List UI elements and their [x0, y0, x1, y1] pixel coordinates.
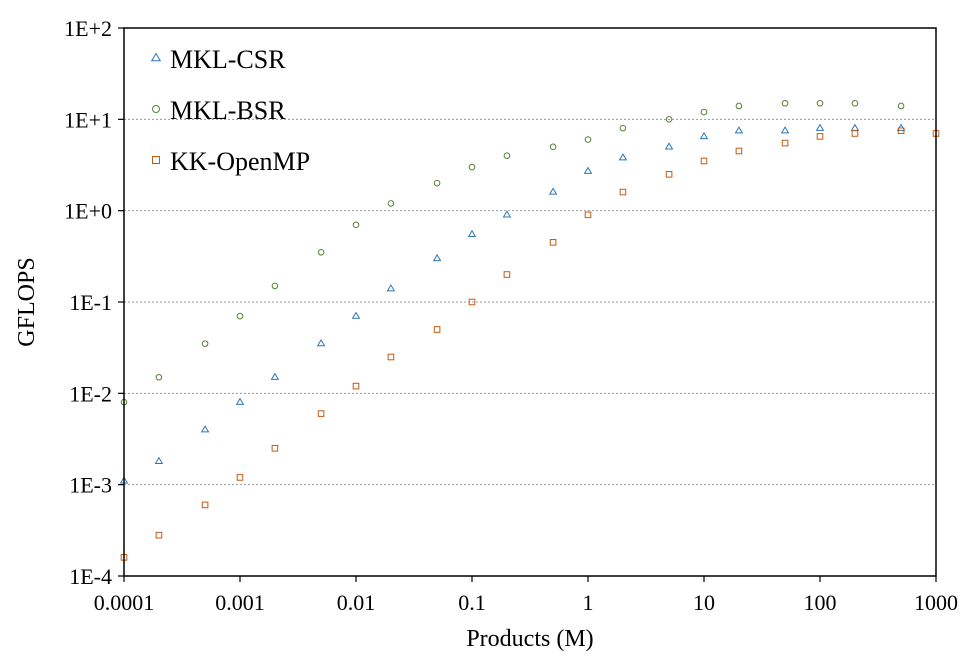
data-point [433, 326, 441, 333]
data-point [271, 282, 279, 290]
axis-ticks: 1E-4 1E-3 1E-2 1E-1 1E+0 1E+1 1E+2 0.0001 0.001 0… [64, 16, 958, 615]
data-point [548, 187, 558, 195]
data-point [503, 271, 511, 278]
series-kk-openmp [120, 127, 940, 561]
legend-marker [150, 52, 162, 62]
data-point [503, 152, 511, 159]
data-point [386, 284, 396, 292]
x-tick-label: 10 [693, 590, 715, 615]
data-point [549, 239, 557, 246]
data-point [468, 298, 476, 306]
series-mkl-bsr [120, 99, 905, 406]
data-point [780, 126, 790, 134]
y-tick-label: 1E-4 [69, 564, 112, 589]
data-point [665, 116, 673, 123]
y-tick-label: 1E-1 [69, 290, 112, 315]
x-tick-label: 0.0001 [94, 590, 155, 615]
data-point [664, 142, 674, 150]
data-point [433, 179, 441, 187]
data-point [432, 253, 442, 262]
data-point [352, 382, 360, 390]
y-tick-label: 1E-2 [69, 381, 112, 406]
data-point [235, 397, 245, 405]
data-point [584, 211, 592, 219]
data-point [851, 130, 859, 137]
x-tick-label: 1000 [914, 590, 958, 615]
legend-marker [152, 105, 160, 113]
legend-label: MKL-BSR [170, 96, 286, 125]
x-tick-label: 1 [583, 590, 594, 615]
y-tick-label: 1E+1 [64, 107, 112, 132]
legend-label: MKL-CSR [170, 45, 286, 74]
x-tick-label: 0.01 [337, 590, 376, 615]
data-point [583, 166, 593, 174]
x-tick-label: 0.001 [215, 590, 265, 615]
data-point [467, 229, 477, 238]
legend: MKL-CSR MKL-BSR KK-OpenMP [150, 45, 310, 176]
x-axis-label: Products (M) [466, 626, 593, 652]
data-point [699, 131, 709, 140]
y-axis-label: GFLOPS [14, 257, 40, 346]
data-point [200, 425, 210, 433]
gridlines [124, 118, 936, 486]
y-tick-label: 1E+0 [64, 199, 112, 224]
data-point [665, 171, 673, 178]
data-point [387, 353, 395, 361]
data-point [155, 373, 163, 381]
data-point [549, 143, 557, 151]
data-point [584, 136, 592, 143]
data-point [387, 200, 395, 207]
data-point [201, 340, 209, 347]
data-point [317, 410, 325, 417]
data-point [352, 221, 360, 229]
data-point [734, 126, 744, 134]
data-point [201, 501, 209, 509]
data-point [815, 123, 825, 131]
data-point [897, 127, 905, 135]
data-point [468, 163, 476, 171]
data-point [700, 157, 708, 165]
legend-label: KK-OpenMP [170, 147, 310, 176]
data-point [154, 456, 164, 465]
data-point [316, 339, 326, 347]
data-point [897, 102, 905, 110]
data-point [351, 311, 361, 319]
data-point [618, 153, 628, 161]
data-point [735, 147, 743, 155]
y-tick-label: 1E-3 [69, 473, 112, 498]
data-point [781, 139, 789, 147]
data-point [502, 210, 512, 218]
x-tick-label: 0.1 [458, 590, 486, 615]
data-point [816, 133, 824, 140]
series-mkl-csr [119, 123, 906, 484]
data-point [271, 445, 279, 452]
data-point [155, 531, 163, 539]
data-point [700, 108, 708, 116]
y-tick-label: 1E+2 [64, 16, 112, 41]
data-point [735, 102, 743, 110]
x-tick-label: 100 [804, 590, 837, 615]
legend-marker [152, 156, 160, 164]
data-points [119, 99, 940, 561]
data-point [781, 99, 789, 107]
data-point [816, 99, 824, 107]
data-point [270, 372, 280, 380]
data-point [236, 474, 244, 481]
data-point [851, 99, 859, 107]
data-point [619, 124, 627, 132]
data-point [236, 312, 244, 320]
data-point [317, 249, 325, 256]
data-point [619, 188, 627, 196]
